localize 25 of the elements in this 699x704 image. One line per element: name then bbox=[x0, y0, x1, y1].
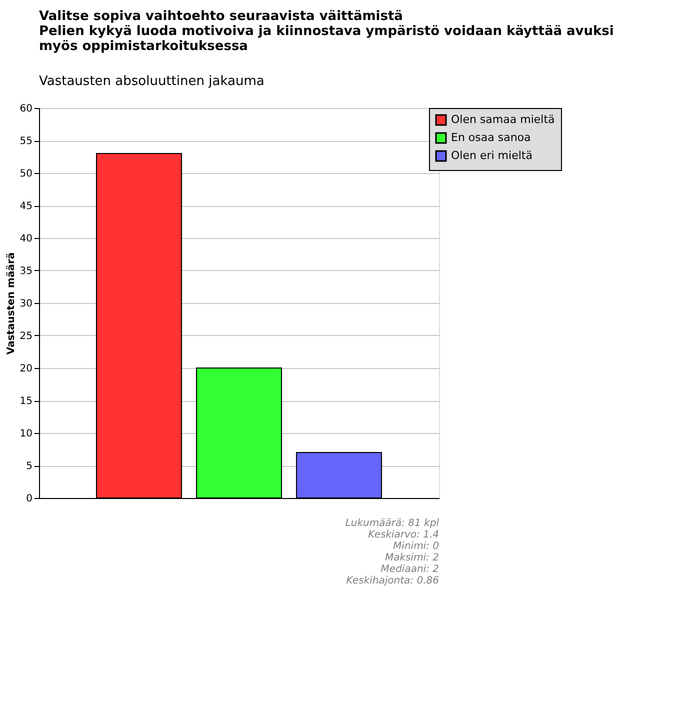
legend-label: Olen samaa mieltä bbox=[451, 113, 555, 126]
y-tick-label: 10 bbox=[20, 428, 32, 440]
legend-label: En osaa sanoa bbox=[451, 131, 531, 144]
y-tick-label: 40 bbox=[20, 234, 32, 244]
text: Lukumäärä: 81 kpl bbox=[345, 518, 440, 529]
y-tick-label: 25 bbox=[20, 331, 32, 342]
y-tick-label: 55 bbox=[20, 136, 32, 147]
y-tick-label: 60 bbox=[20, 104, 32, 114]
legend-label: Olen eri mieltä bbox=[451, 149, 532, 162]
y-axis-title: Vastausten määrä bbox=[6, 252, 17, 355]
y-tick-label: 0 bbox=[26, 494, 32, 504]
y-tick-label: 50 bbox=[20, 168, 32, 180]
chart-subtitle: Vastausten absoluuttinen jakauma bbox=[39, 74, 264, 89]
text: Minimi: 0 bbox=[393, 541, 439, 552]
text: Keskihajonta: 0.86 bbox=[346, 576, 439, 586]
y-tick-label: 30 bbox=[20, 298, 32, 310]
text: Mediaani: 2 bbox=[380, 564, 439, 575]
text: Keskiarvo: 1.4 bbox=[368, 530, 439, 540]
text: Maksimi: 2 bbox=[385, 552, 439, 564]
y-tick-label: 15 bbox=[20, 396, 32, 407]
chart-title: Valitse sopiva vaihtoehto seuraavista väittämistä Pelien kykyä luoda motivoiva ja kiinnostava ympäristö voidaan käyttää avuksi myös oppimistarkoituksessa bbox=[39, 9, 614, 54]
y-tick-label: 35 bbox=[20, 266, 32, 277]
y-tick-label: 45 bbox=[20, 201, 32, 212]
y-tick-label: 5 bbox=[26, 461, 32, 472]
y-tick-label: 20 bbox=[20, 364, 32, 374]
